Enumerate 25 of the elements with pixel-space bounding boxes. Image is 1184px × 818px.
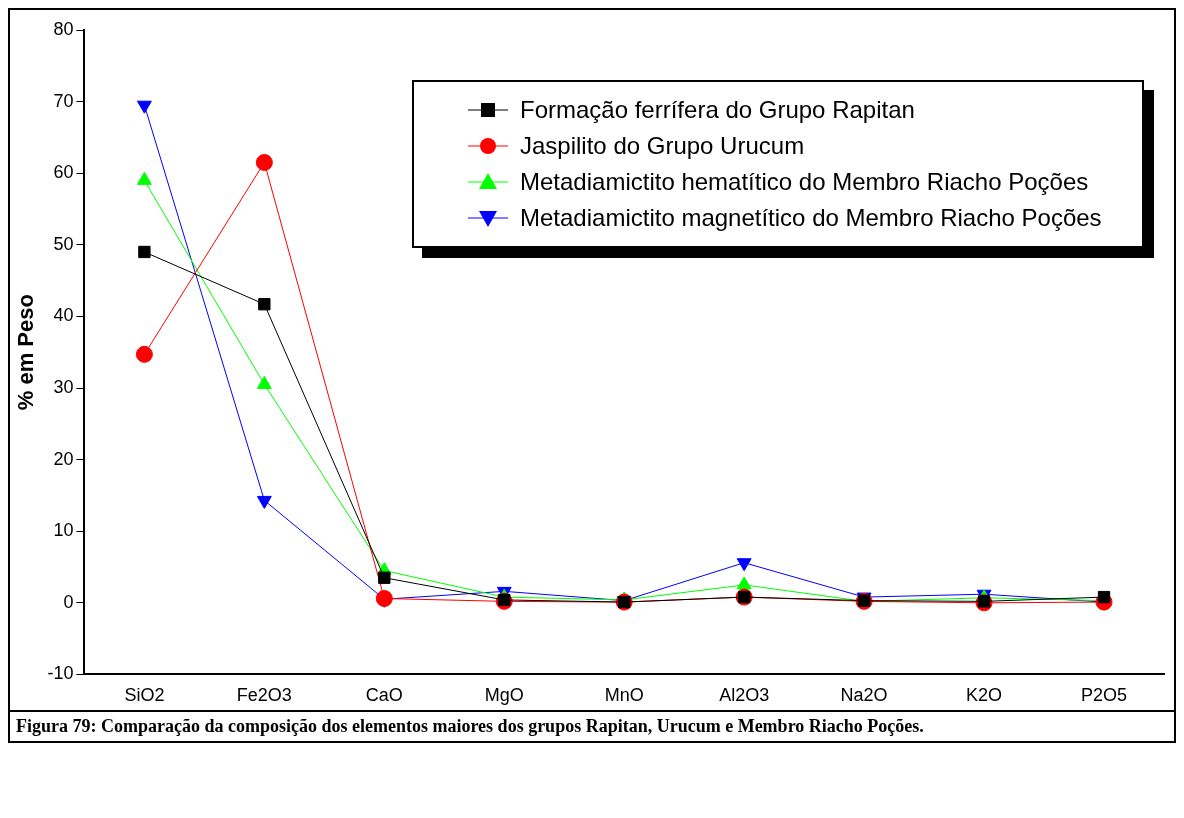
- y-axis-title: % em Peso: [13, 294, 39, 411]
- x-tick-label: MnO: [604, 685, 644, 706]
- y-tick-label: 70: [53, 90, 74, 111]
- x-tick-label: Al2O3: [719, 685, 770, 706]
- x-tick-label: SiO2: [124, 685, 165, 706]
- x-tick-label: K2O: [966, 685, 1003, 706]
- legend-label: Metadiamictito magnetítico do Membro Riacho Poções: [520, 203, 1102, 233]
- y-tick-label: 40: [53, 305, 74, 326]
- legend-label: Formação ferrífera do Grupo Rapitan: [520, 95, 915, 125]
- y-tick-label: -10: [47, 663, 74, 684]
- y-tick-label: 80: [53, 18, 74, 39]
- y-tick-label: 20: [53, 448, 74, 469]
- x-tick-label: MgO: [484, 685, 524, 706]
- x-tick-label: P2O5: [1081, 685, 1128, 706]
- x-tick-label: Fe2O3: [236, 685, 292, 706]
- text: Figura 79: Comparação da composição dos elementos maiores dos grupos Rapitan, Urucum e Membro Riacho Poções.: [16, 716, 925, 737]
- y-tick-label: 60: [53, 162, 74, 183]
- x-tick-label: CaO: [365, 685, 403, 706]
- legend-label: Jaspilito do Grupo Urucum: [520, 131, 805, 161]
- y-tick-label: 0: [63, 591, 74, 612]
- y-tick-label: 50: [53, 233, 74, 254]
- x-tick-label: Na2O: [840, 685, 888, 706]
- y-tick-label: 30: [53, 376, 74, 397]
- legend-label: Metadiamictito hematítico do Membro Riacho Poções: [520, 167, 1089, 197]
- y-tick-label: 10: [53, 520, 74, 541]
